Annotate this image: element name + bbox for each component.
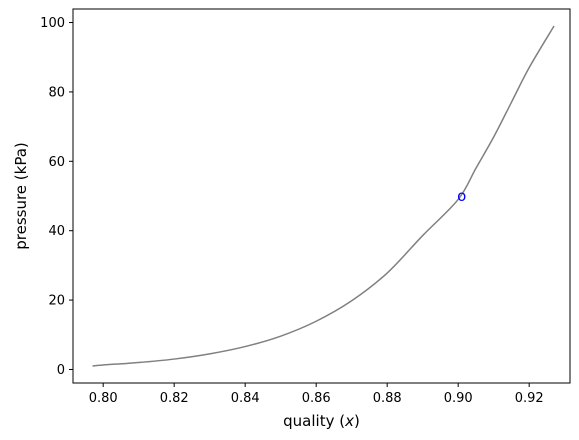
x-tick-label: 0.82 bbox=[160, 391, 189, 406]
x-axis-title: quality (x) bbox=[283, 412, 360, 430]
series-line bbox=[92, 25, 555, 367]
x-axis-ticks: 0.80 0.82 0.84 0.86 0.88 0.90 0.92 bbox=[89, 383, 544, 406]
state-marker-label: o bbox=[457, 187, 466, 205]
y-tick-label: 80 bbox=[48, 85, 65, 100]
x-tick-label: 0.80 bbox=[89, 391, 118, 406]
x-tick-label: 0.84 bbox=[231, 391, 260, 406]
y-tick-label: 0 bbox=[57, 363, 65, 378]
x-tick-label: 0.86 bbox=[302, 391, 331, 406]
x-tick-label: 0.92 bbox=[515, 391, 544, 406]
y-axis-title: pressure (kPa) bbox=[12, 142, 30, 250]
y-tick-label: 60 bbox=[48, 155, 65, 170]
x-tick-label: 0.88 bbox=[373, 391, 402, 406]
y-tick-label: 100 bbox=[40, 16, 65, 31]
plot-layer: o bbox=[92, 25, 555, 367]
y-tick-label: 40 bbox=[48, 224, 65, 239]
plot-frame bbox=[72, 8, 571, 384]
y-tick-label: 20 bbox=[48, 294, 65, 309]
y-axis-ticks: 0 20 40 60 80 100 bbox=[40, 16, 73, 378]
x-tick-label: 0.90 bbox=[444, 391, 473, 406]
